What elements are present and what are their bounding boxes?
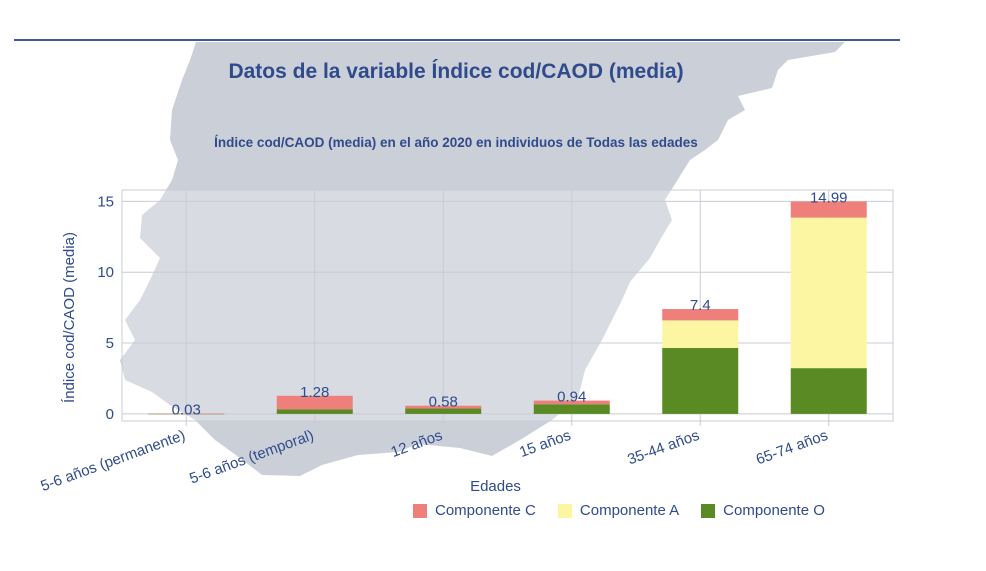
bar-componente-o bbox=[148, 413, 225, 415]
bar-componente-c bbox=[662, 309, 739, 321]
bar-componente-o bbox=[662, 348, 739, 414]
bar-componente-c bbox=[276, 395, 353, 410]
legend-label-componente-c: Componente C bbox=[435, 502, 536, 519]
data-label-total: 14.99 bbox=[810, 189, 848, 206]
bar-componente-a bbox=[790, 217, 867, 369]
x-tick-label: 12 años bbox=[389, 427, 445, 461]
y-axis-title: Índice cod/CAOD (media) bbox=[61, 232, 78, 403]
data-label-total: 1.28 bbox=[300, 384, 329, 401]
y-tick-label: 15 bbox=[97, 193, 114, 210]
legend-swatch-componente-c bbox=[413, 503, 427, 518]
y-tick-label: 10 bbox=[97, 264, 114, 281]
x-tick-label: 5-6 años (permanente) bbox=[38, 427, 187, 495]
x-tick-label: 5-6 años (temporal) bbox=[187, 427, 316, 488]
legend-item-componente-o[interactable]: Componente O bbox=[701, 502, 825, 519]
bar-componente-o bbox=[533, 404, 610, 414]
bar-componente-c bbox=[533, 400, 610, 405]
y-tick-label: 5 bbox=[106, 335, 114, 352]
x-tick-label: 35-44 años bbox=[625, 427, 701, 469]
data-label-total: 0.03 bbox=[172, 401, 201, 418]
bar-componente-o bbox=[790, 368, 867, 414]
x-tick-label: 65-74 años bbox=[754, 427, 830, 469]
legend-label-componente-o: Componente O bbox=[723, 502, 825, 519]
page-title: Datos de la variable Índice cod/CAOD (me… bbox=[228, 60, 684, 83]
legend-swatch-componente-o bbox=[701, 503, 716, 518]
data-label-total: 0.94 bbox=[557, 389, 586, 406]
bar-componente-o bbox=[276, 409, 353, 414]
bar-componente-c bbox=[790, 201, 867, 218]
x-tick-label: 15 años bbox=[517, 427, 573, 461]
data-label-total: 0.58 bbox=[429, 394, 458, 411]
top-divider-line bbox=[14, 39, 900, 41]
legend-label-componente-a: Componente A bbox=[579, 502, 680, 519]
chart-legend: Componente C Componente A Componente O bbox=[413, 502, 825, 519]
legend-item-componente-a[interactable]: Componente A bbox=[557, 502, 680, 519]
bar-componente-c bbox=[148, 413, 225, 414]
x-axis-title: Edades bbox=[470, 478, 521, 495]
chart-title: Índice cod/CAOD (media) en el año 2020 e… bbox=[214, 135, 698, 150]
legend-swatch-componente-a bbox=[557, 503, 572, 518]
plot-area bbox=[121, 189, 894, 422]
bar-componente-c bbox=[405, 405, 482, 409]
y-tick-label: 0 bbox=[106, 406, 114, 423]
bar-componente-a bbox=[662, 320, 739, 349]
bar-componente-o bbox=[405, 408, 482, 414]
data-label-total: 7.4 bbox=[690, 297, 711, 314]
legend-item-componente-c[interactable]: Componente C bbox=[413, 502, 536, 519]
